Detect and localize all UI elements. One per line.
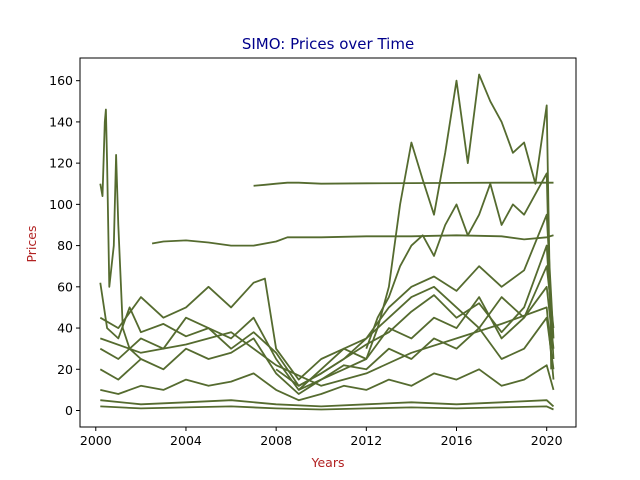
series-line-8: [100, 364, 555, 402]
y-tick-label: 120: [49, 156, 73, 171]
series-line-1: [253, 181, 554, 187]
x-tick-label: 2012: [350, 433, 382, 448]
x-tick-label: 2000: [80, 433, 112, 448]
y-tick-label: 0: [65, 403, 73, 418]
y-tick-label: 60: [57, 279, 73, 294]
plot-frame: [79, 57, 577, 428]
series-line-7: [99, 316, 555, 395]
series-line-9: [100, 399, 555, 408]
series-line-12: [365, 172, 553, 350]
y-tick-label: 40: [57, 321, 73, 336]
axes: 2000 2004 2008 2012 2016 2020 0 20 40 60 80 100 120 1…: [49, 57, 577, 448]
y-tick-label: 20: [57, 362, 73, 377]
series-line-3: [99, 108, 142, 360]
x-tick-label: 2004: [170, 433, 202, 448]
series-line-5: [99, 265, 555, 381]
series-line-4: [298, 73, 553, 391]
x-tick-label: 2016: [441, 433, 473, 448]
x-tick-label: 2008: [260, 433, 292, 448]
y-axis-label: Prices: [24, 225, 39, 262]
plot-lines: [99, 73, 555, 411]
series-line-13: [275, 213, 555, 387]
y-tick-label: 160: [49, 73, 73, 88]
y-tick-label: 100: [49, 197, 73, 212]
x-tick-label: 2020: [531, 433, 563, 448]
y-tick-label: 80: [57, 238, 73, 253]
series-line-14: [99, 306, 555, 387]
chart-title: SIMO: Prices over Time: [242, 35, 414, 53]
y-tick-label: 140: [49, 114, 73, 129]
series-line-2: [151, 234, 554, 247]
x-axis-label: Years: [311, 455, 345, 470]
series-line-10: [100, 405, 554, 411]
